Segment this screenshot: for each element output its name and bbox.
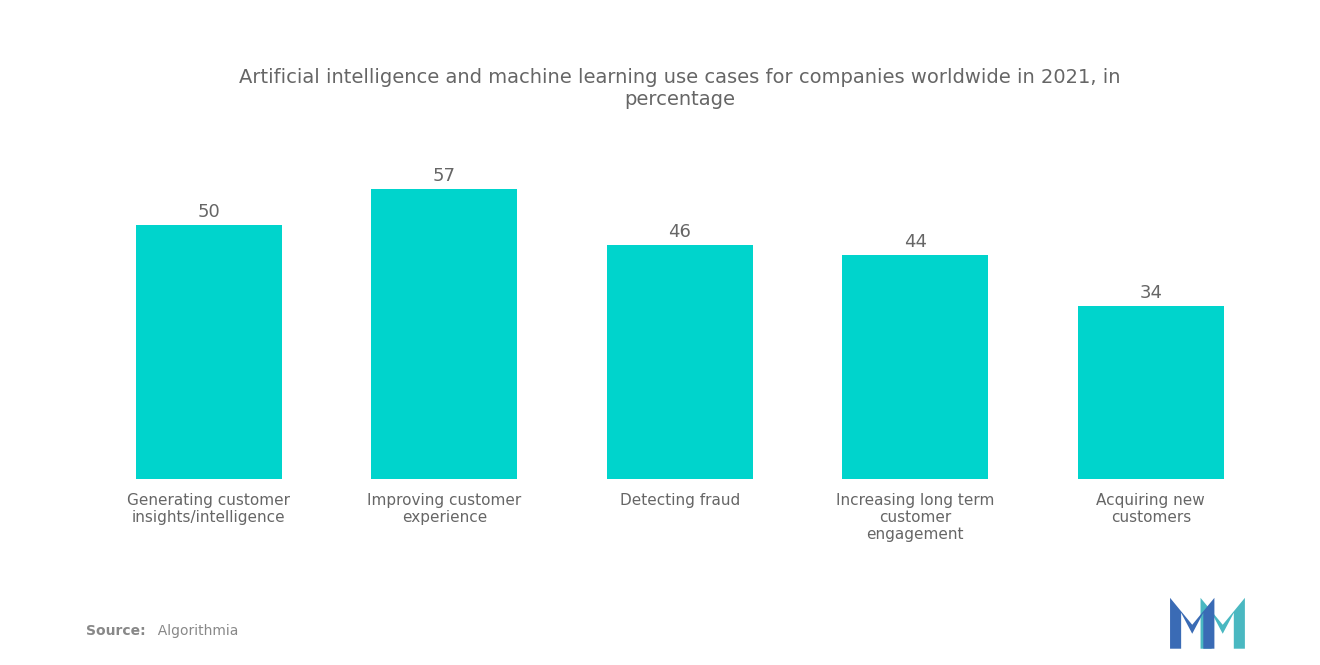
Text: 34: 34 [1139,285,1163,303]
Text: 50: 50 [198,203,220,221]
Bar [1078,306,1224,479]
Title: Artificial intelligence and machine learning use cases for companies worldwide i: Artificial intelligence and machine lear… [239,68,1121,109]
Text: 44: 44 [904,233,927,251]
Polygon shape [1170,598,1214,649]
Bar [371,189,517,479]
Text: 46: 46 [668,223,692,241]
Text: Source:: Source: [86,624,145,638]
Bar [136,225,281,479]
Polygon shape [1201,598,1245,649]
Text: Algorithmia: Algorithmia [149,624,239,638]
Bar [607,245,752,479]
Text: 57: 57 [433,168,455,186]
Bar [842,255,989,479]
